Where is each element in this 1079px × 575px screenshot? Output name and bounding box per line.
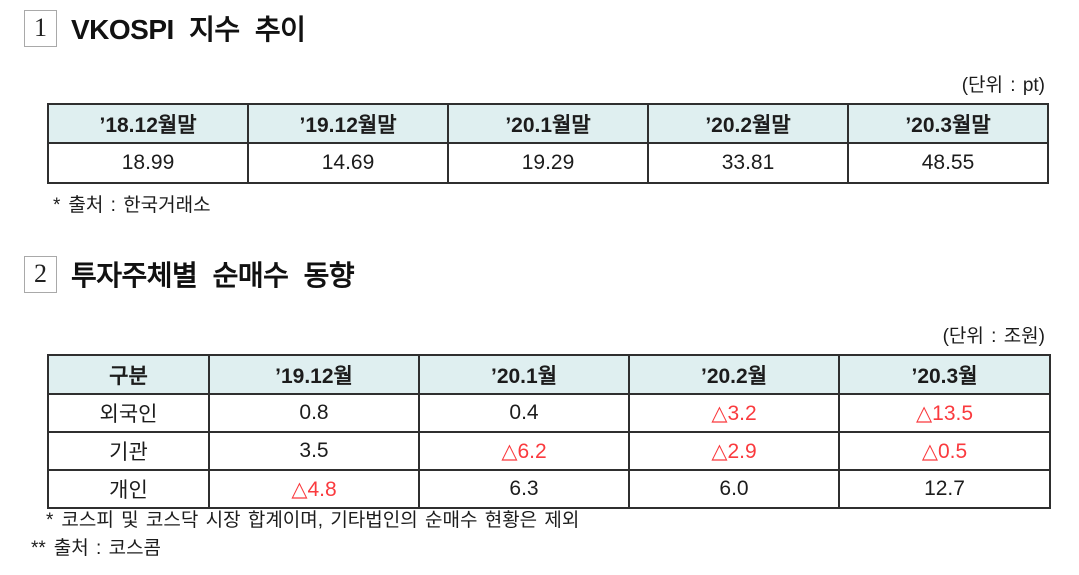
table-cell: 6.0 [628,469,840,509]
section-1-title: 1 VKOSPI 지수 추이 [24,8,306,48]
table-row-foreigners: 외국인 0.8 0.4 △3.2 △13.5 [47,393,1051,433]
table-header-row: 구분 ’19.12월 ’20.1월 ’20.2월 ’20.3월 [47,354,1051,395]
table-cell: 33.81 [647,142,849,184]
table-row: 18.99 14.69 19.29 33.81 48.55 [47,142,1049,184]
table-header-cell: ’20.1월 [418,354,630,395]
table-cell: △6.2 [418,431,630,471]
section-1-footnote: * 출처 : 한국거래소 [53,190,211,217]
table-cell: 19.29 [447,142,649,184]
section-2-footnote-2: ** 출처 : 코스콤 [31,533,161,560]
section-2-number-badge: 2 [24,255,57,293]
row-label-cell: 기관 [47,431,210,471]
table-cell: 6.3 [418,469,630,509]
table-row-individuals: 개인 △4.8 6.3 6.0 12.7 [47,469,1051,509]
section-2-title: 2 투자주체별 순매수 동향 [24,254,355,294]
table-cell: 18.99 [47,142,249,184]
footnote-text: 출처 : 한국거래소 [68,195,211,216]
row-label-cell: 외국인 [47,393,210,433]
table-header-cell: ’20.3월말 [847,103,1049,144]
footnote-text: 출처 : 코스콤 [53,538,162,559]
section-1-number-badge: 1 [24,9,57,47]
investor-net-purchase-table: 구분 ’19.12월 ’20.1월 ’20.2월 ’20.3월 외국인 0.8 … [47,354,1051,509]
table-cell: 3.5 [208,431,420,471]
table-header-cell: ’20.2월 [628,354,840,395]
section-2-title-text: 투자주체별 순매수 동향 [71,260,355,291]
table-header-cell: 구분 [47,354,210,395]
table-header-cell: ’19.12월 [208,354,420,395]
table-cell: △4.8 [208,469,420,509]
table-row-institutions: 기관 3.5 △6.2 △2.9 △0.5 [47,431,1051,471]
table-header-row: ’18.12월말 ’19.12월말 ’20.1월말 ’20.2월말 ’20.3월… [47,103,1049,144]
table-cell: 0.4 [418,393,630,433]
table-cell: △13.5 [838,393,1051,433]
section-1-unit-label: (단위 : pt) [961,75,1045,96]
section-1-title-text: VKOSPI 지수 추이 [71,14,306,45]
table-header-cell: ’18.12월말 [47,103,249,144]
vkospi-table: ’18.12월말 ’19.12월말 ’20.1월말 ’20.2월말 ’20.3월… [47,103,1049,184]
table-cell: 48.55 [847,142,1049,184]
table-cell: △0.5 [838,431,1051,471]
section-2-unit-label: (단위 : 조원) [942,326,1045,347]
footnote-text: 코스피 및 코스닥 시장 합계이며, 기타법인의 순매수 현황은 제외 [61,510,580,531]
footnote-marker: ** [31,538,46,559]
footnote-marker: * [53,195,61,216]
table-cell: △3.2 [628,393,840,433]
section-2-footnote-1: * 코스피 및 코스닥 시장 합계이며, 기타법인의 순매수 현황은 제외 [46,505,579,532]
table-cell: 12.7 [838,469,1051,509]
table-header-cell: ’20.1월말 [447,103,649,144]
table-cell: 0.8 [208,393,420,433]
table-header-cell: ’20.3월 [838,354,1051,395]
footnote-marker: * [46,510,54,531]
row-label-cell: 개인 [47,469,210,509]
table-cell: 14.69 [247,142,449,184]
table-cell: △2.9 [628,431,840,471]
table-header-cell: ’20.2월말 [647,103,849,144]
table-header-cell: ’19.12월말 [247,103,449,144]
